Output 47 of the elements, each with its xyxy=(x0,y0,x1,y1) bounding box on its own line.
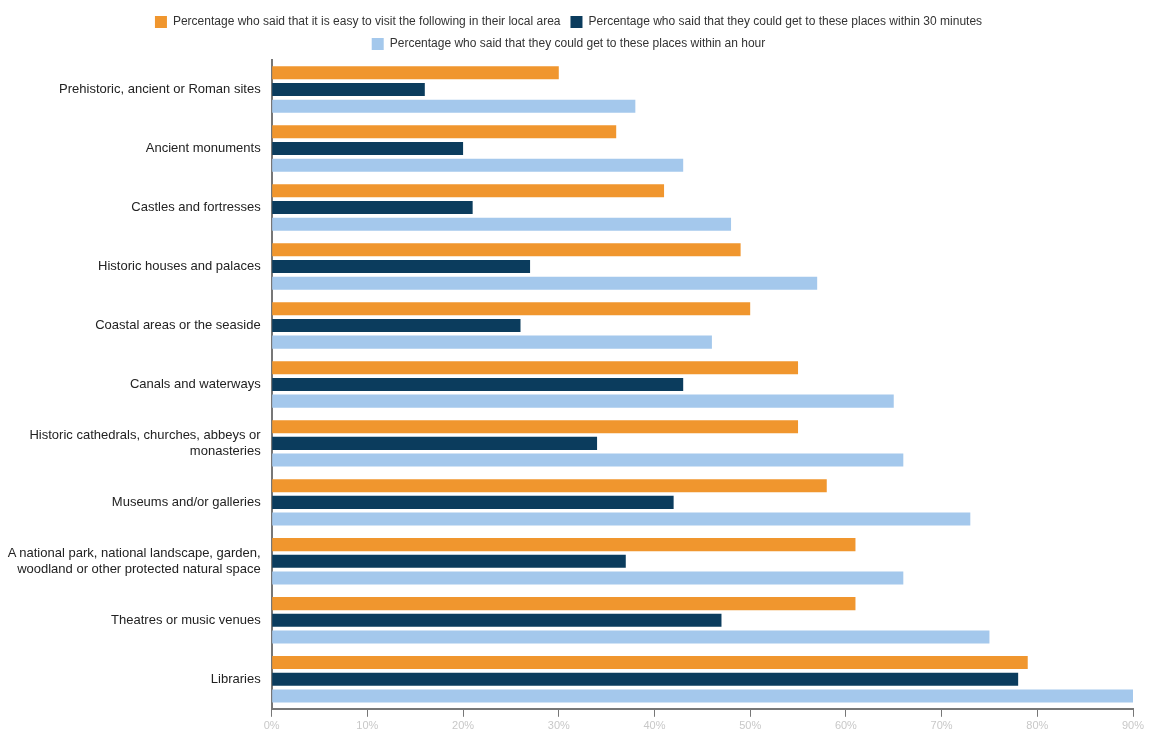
legend-label: Percentage who said that it is easy to visit the following in their local area xyxy=(172,14,561,29)
bar xyxy=(272,99,636,113)
y-tick-label: Historic cathedrals, churches, abbeys or monasteries xyxy=(29,427,262,458)
bar xyxy=(272,479,827,493)
y-tick-label: Museums and/or galleries xyxy=(111,493,262,509)
bar xyxy=(272,302,751,316)
bar xyxy=(272,554,626,568)
bar xyxy=(272,243,741,257)
y-tick-label: Historic houses and palaces xyxy=(98,258,262,274)
bar xyxy=(272,613,722,627)
bar xyxy=(272,538,856,552)
y-tick-label: Theatres or music venues xyxy=(111,611,262,627)
bar xyxy=(272,672,1019,686)
bar xyxy=(272,276,818,290)
bar xyxy=(272,597,856,611)
y-tick-label: Canals and waterways xyxy=(129,375,262,391)
bar xyxy=(272,394,894,408)
y-tick-label: Prehistoric, ancient or Roman sites xyxy=(59,81,262,97)
bar xyxy=(272,184,665,198)
legend-label: Percentage who said that they could get to these places within 30 minutes xyxy=(588,14,983,29)
y-tick-label: Coastal areas or the seaside xyxy=(95,317,261,332)
bar xyxy=(272,217,732,231)
bar xyxy=(272,377,684,391)
bar xyxy=(272,335,712,349)
y-tick-label: A national park, national landscape, garden, woodland or other protected natural space xyxy=(7,545,261,576)
bar xyxy=(272,571,904,585)
legend-label: Percentage who said that they could get to these places within an hour xyxy=(389,36,766,51)
bar xyxy=(272,689,1133,703)
bar xyxy=(272,453,904,467)
bar xyxy=(272,512,971,526)
y-tick-label: Libraries xyxy=(210,670,262,686)
bar xyxy=(272,436,598,450)
bar xyxy=(272,420,799,434)
bar xyxy=(272,495,674,509)
bar xyxy=(272,259,531,273)
bar xyxy=(272,630,990,644)
y-tick-label: Ancient monuments xyxy=(145,140,262,156)
bar xyxy=(272,656,1028,670)
bar xyxy=(272,158,684,172)
bar xyxy=(272,361,799,375)
bar xyxy=(272,66,559,80)
bar xyxy=(272,125,617,139)
y-tick-label: Castles and fortresses xyxy=(131,199,262,215)
bar xyxy=(272,82,425,97)
bar xyxy=(272,200,473,214)
bar xyxy=(272,318,521,332)
bar xyxy=(272,141,464,155)
